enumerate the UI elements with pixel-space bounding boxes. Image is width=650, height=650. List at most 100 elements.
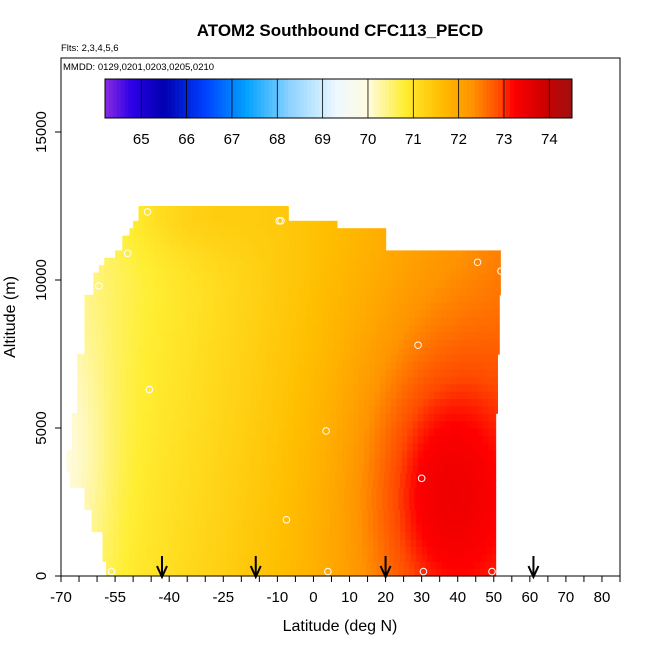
heatmap-cell: [423, 287, 430, 296]
heatmap-cell: [223, 361, 230, 370]
heatmap-cell: [288, 405, 295, 414]
heatmap-cell: [385, 361, 392, 370]
heatmap-cell: [401, 428, 408, 436]
heatmap-cell: [266, 272, 273, 281]
heatmap-cell: [235, 339, 242, 348]
heatmap-cell: [246, 235, 253, 244]
heatmap-cell: [217, 450, 224, 459]
heatmap-cell: [308, 524, 315, 533]
heatmap-cell: [376, 309, 383, 318]
heatmap-cell: [376, 494, 383, 503]
heatmap-cell: [131, 413, 138, 422]
heatmap-cell: [180, 413, 187, 422]
heatmap-cell: [198, 561, 205, 570]
heatmap-cell: [106, 561, 113, 570]
heatmap-cell: [165, 487, 172, 496]
heatmap-cell: [232, 546, 239, 555]
heatmap-cell: [437, 553, 444, 562]
colorbar-segment: [303, 79, 308, 118]
heatmap-cell: [277, 457, 284, 466]
heatmap-cell: [491, 539, 497, 547]
heatmap-cell: [315, 450, 322, 459]
colorbar-tick-label: 70: [360, 131, 377, 148]
heatmap-cell: [308, 228, 315, 237]
heatmap-cell: [473, 487, 480, 496]
heatmap-cell: [133, 317, 140, 325]
heatmap-cell: [412, 428, 419, 436]
heatmap-cell: [477, 265, 484, 274]
heatmap-cell: [225, 502, 232, 510]
heatmap-cell: [387, 302, 394, 311]
heatmap-cell: [345, 516, 352, 525]
heatmap-cell: [401, 398, 408, 407]
heatmap-cell: [412, 265, 419, 274]
heatmap-cell: [241, 331, 248, 340]
heatmap-cell: [120, 420, 127, 429]
heatmap-cell: [383, 479, 390, 488]
heatmap-cell: [131, 442, 138, 451]
heatmap-cell: [98, 435, 105, 444]
heatmap-cell: [389, 546, 396, 555]
heatmap-cell: [457, 487, 464, 496]
heatmap-cell: [271, 398, 278, 407]
heatmap-cell: [441, 346, 448, 355]
heatmap-cell: [439, 413, 446, 422]
heatmap-cell: [401, 405, 408, 414]
heatmap-cell: [488, 376, 495, 385]
heatmap-cell: [470, 479, 477, 488]
heatmap-cell: [282, 287, 289, 296]
heatmap-cell: [234, 383, 241, 392]
heatmap-cell: [488, 450, 495, 459]
heatmap-cell: [372, 531, 379, 540]
heatmap-cell: [172, 531, 179, 540]
heatmap-cell: [369, 428, 376, 436]
heatmap-cell: [239, 272, 246, 281]
colorbar-segment: [494, 79, 499, 118]
heatmap-cell: [77, 405, 84, 414]
heatmap-cell: [225, 243, 232, 251]
heatmap-cell: [176, 294, 183, 303]
heatmap-cell: [259, 509, 266, 518]
heatmap-cell: [120, 413, 127, 422]
heatmap-cell: [418, 383, 425, 392]
heatmap-cell: [286, 531, 293, 540]
colorbar-segment: [132, 79, 137, 118]
heatmap-cell: [299, 361, 306, 370]
heatmap-cell: [486, 531, 493, 540]
heatmap-cell: [477, 465, 484, 473]
heatmap-cell: [356, 531, 363, 540]
heatmap-cell: [468, 294, 475, 303]
heatmap-cell: [398, 568, 405, 577]
heatmap-cell: [345, 546, 352, 555]
heatmap-cell: [255, 376, 262, 385]
heatmap-cell: [347, 398, 354, 407]
heatmap-cell: [149, 561, 156, 570]
heatmap-cell: [454, 531, 461, 540]
heatmap-cell: [290, 346, 297, 355]
y-tick-label: 15000: [33, 111, 50, 153]
heatmap-cell: [326, 361, 333, 370]
heatmap-cell: [286, 228, 293, 237]
heatmap-cell: [180, 457, 187, 466]
heatmap-cell: [170, 213, 178, 222]
heatmap-cell: [279, 346, 286, 355]
colorbar-segment: [245, 79, 250, 118]
heatmap-cell: [142, 420, 149, 429]
heatmap-cell: [189, 228, 196, 237]
heatmap-cell: [270, 524, 277, 533]
heatmap-cell: [170, 568, 178, 577]
heatmap-cell: [407, 361, 414, 370]
heatmap-cell: [82, 435, 89, 444]
heatmap-cell: [425, 502, 432, 510]
heatmap-cell: [315, 272, 322, 281]
heatmap-cell: [183, 531, 190, 540]
heatmap-cell: [331, 265, 338, 274]
heatmap-cell: [207, 361, 214, 370]
heatmap-cell: [217, 457, 224, 466]
heatmap-cell: [203, 487, 210, 496]
heatmap-cell: [459, 553, 466, 562]
heatmap-cell: [208, 309, 215, 318]
colorbar-segment: [319, 79, 324, 118]
heatmap-cell: [434, 272, 441, 281]
heatmap-cell: [262, 494, 269, 503]
